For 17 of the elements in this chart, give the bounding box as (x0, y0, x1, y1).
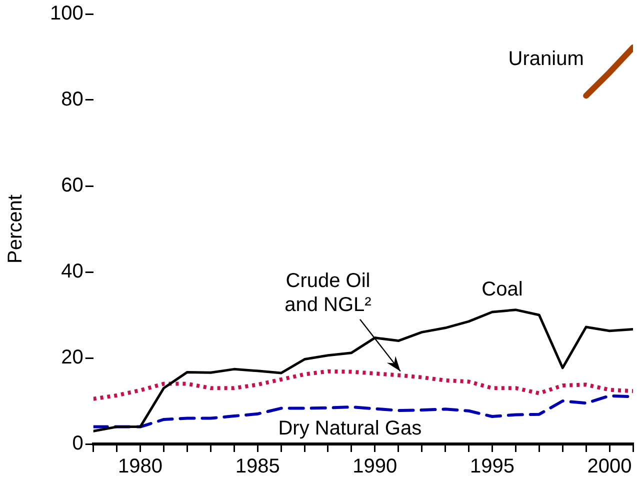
y-tick-label: 0 (72, 432, 84, 455)
series-label: Coal (482, 278, 523, 301)
x-tick-label: 1995 (470, 456, 514, 478)
x-tick-label: 1980 (118, 456, 163, 478)
x-tick-label: 2000 (587, 456, 632, 478)
x-tick-label: 1985 (235, 456, 280, 478)
series-label: Dry Natural Gas (278, 417, 422, 440)
line-series (93, 369, 633, 401)
y-tick-label: 100 (50, 2, 84, 25)
y-axis-title: Percent (4, 194, 27, 264)
y-tick-label: 20 (61, 346, 84, 369)
y-tick-label: 80 (61, 88, 84, 111)
y-tick-label: 60 (61, 174, 84, 197)
y-tick-label: 40 (61, 260, 84, 283)
series-label: Uranium (508, 48, 584, 70)
x-tick-label: 1990 (352, 456, 398, 478)
text: Crude Oil and NGL² (284, 270, 372, 316)
